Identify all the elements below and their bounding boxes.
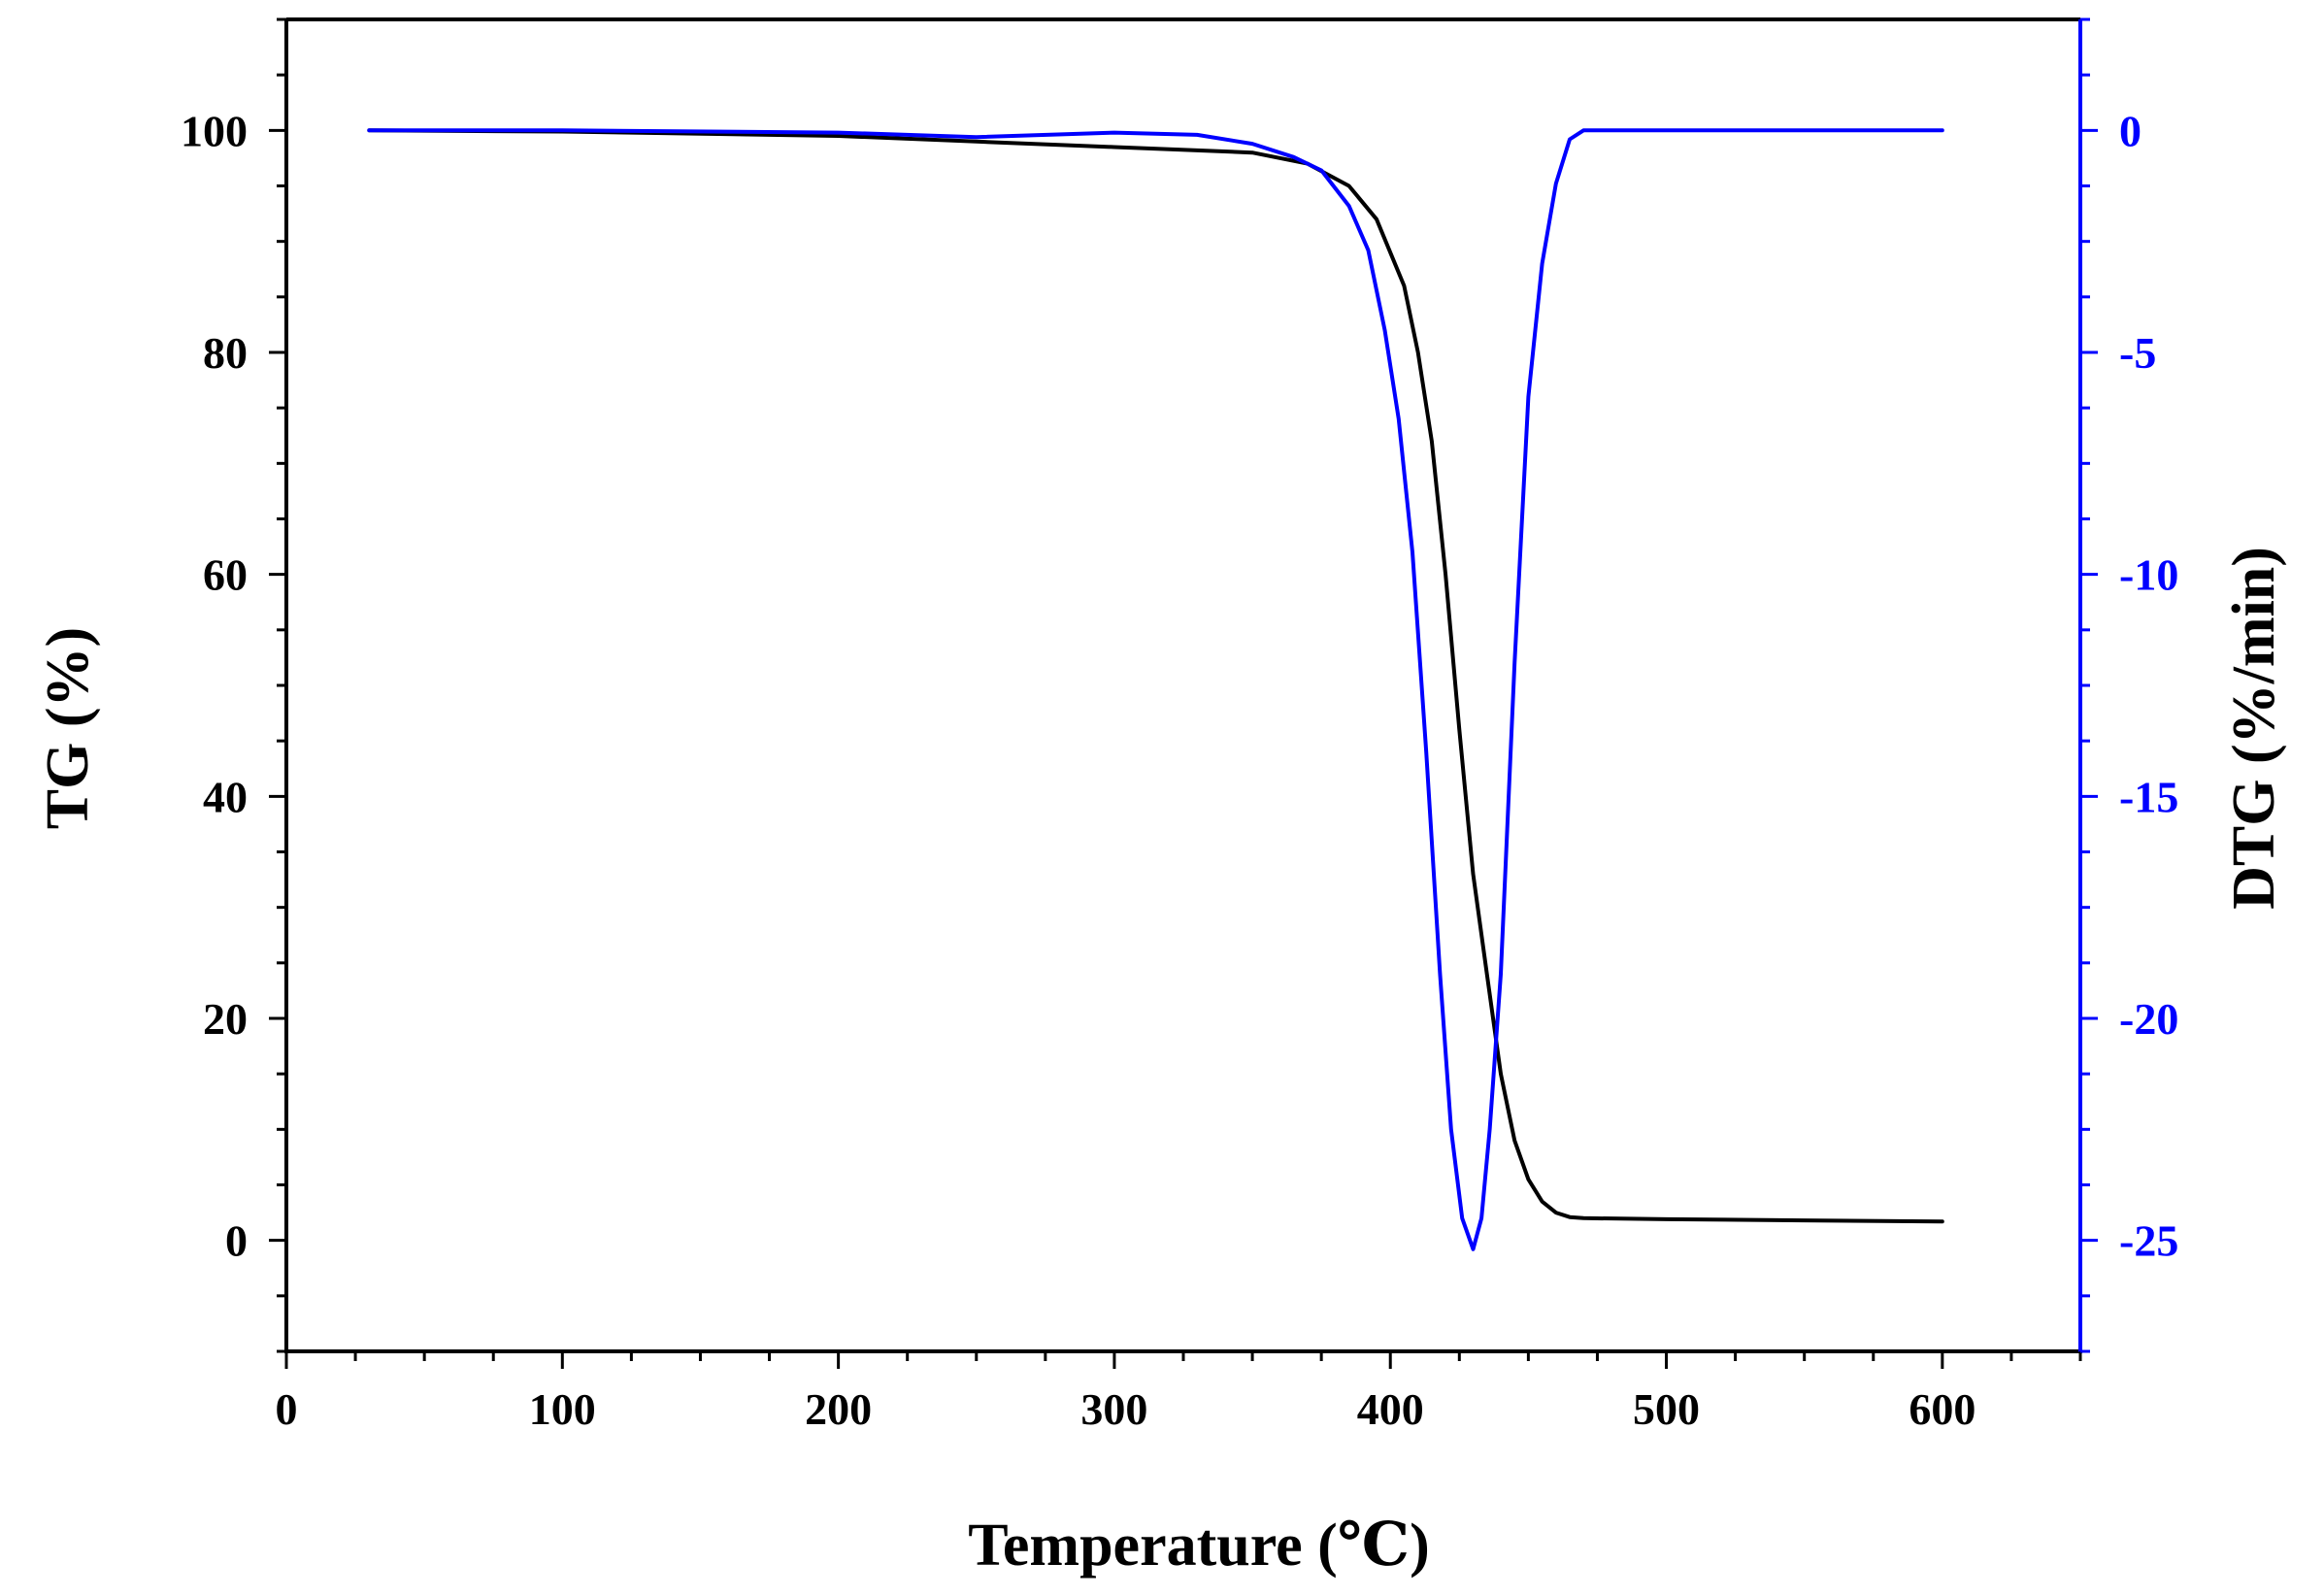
x-axis-title: Temperature (℃) (968, 1513, 1429, 1579)
y-tick-label: 0 (225, 1216, 248, 1266)
y2-tick-label: -20 (2119, 994, 2178, 1044)
x-tick-label: 600 (1909, 1384, 1975, 1434)
x-tick-label: 500 (1633, 1384, 1700, 1434)
y-tick-label: 60 (203, 550, 248, 600)
y-tick-label: 100 (181, 106, 248, 155)
x-tick-label: 200 (805, 1384, 872, 1434)
y-tick-label: 20 (203, 994, 248, 1044)
y2-tick-label: 0 (2119, 106, 2141, 155)
y2-tick-label: -15 (2119, 772, 2178, 821)
axes-layer (269, 17, 2098, 1369)
y-tick-label: 80 (203, 328, 248, 378)
x-tick-label: 100 (529, 1384, 596, 1434)
y-axis-title: TG (%) (35, 627, 101, 829)
tg-series-line (367, 128, 1944, 1224)
series-layer (367, 128, 1944, 1251)
y2-tick-label: -5 (2119, 328, 2156, 378)
labels-layer: 0 100 200 300 400 500 600 0 20 40 60 80 100 0 -5 -10 -15… (181, 106, 2178, 1434)
y2-tick-label: -10 (2119, 550, 2178, 600)
dtg-series-line (367, 128, 1944, 1251)
x-tick-label: 0 (276, 1384, 298, 1434)
y2-axis-title: DTG (%/min) (2221, 547, 2287, 910)
y2-tick-label: -25 (2119, 1216, 2178, 1266)
x-tick-label: 400 (1357, 1384, 1424, 1434)
y-tick-label: 40 (203, 772, 248, 821)
x-tick-label: 300 (1080, 1384, 1147, 1434)
